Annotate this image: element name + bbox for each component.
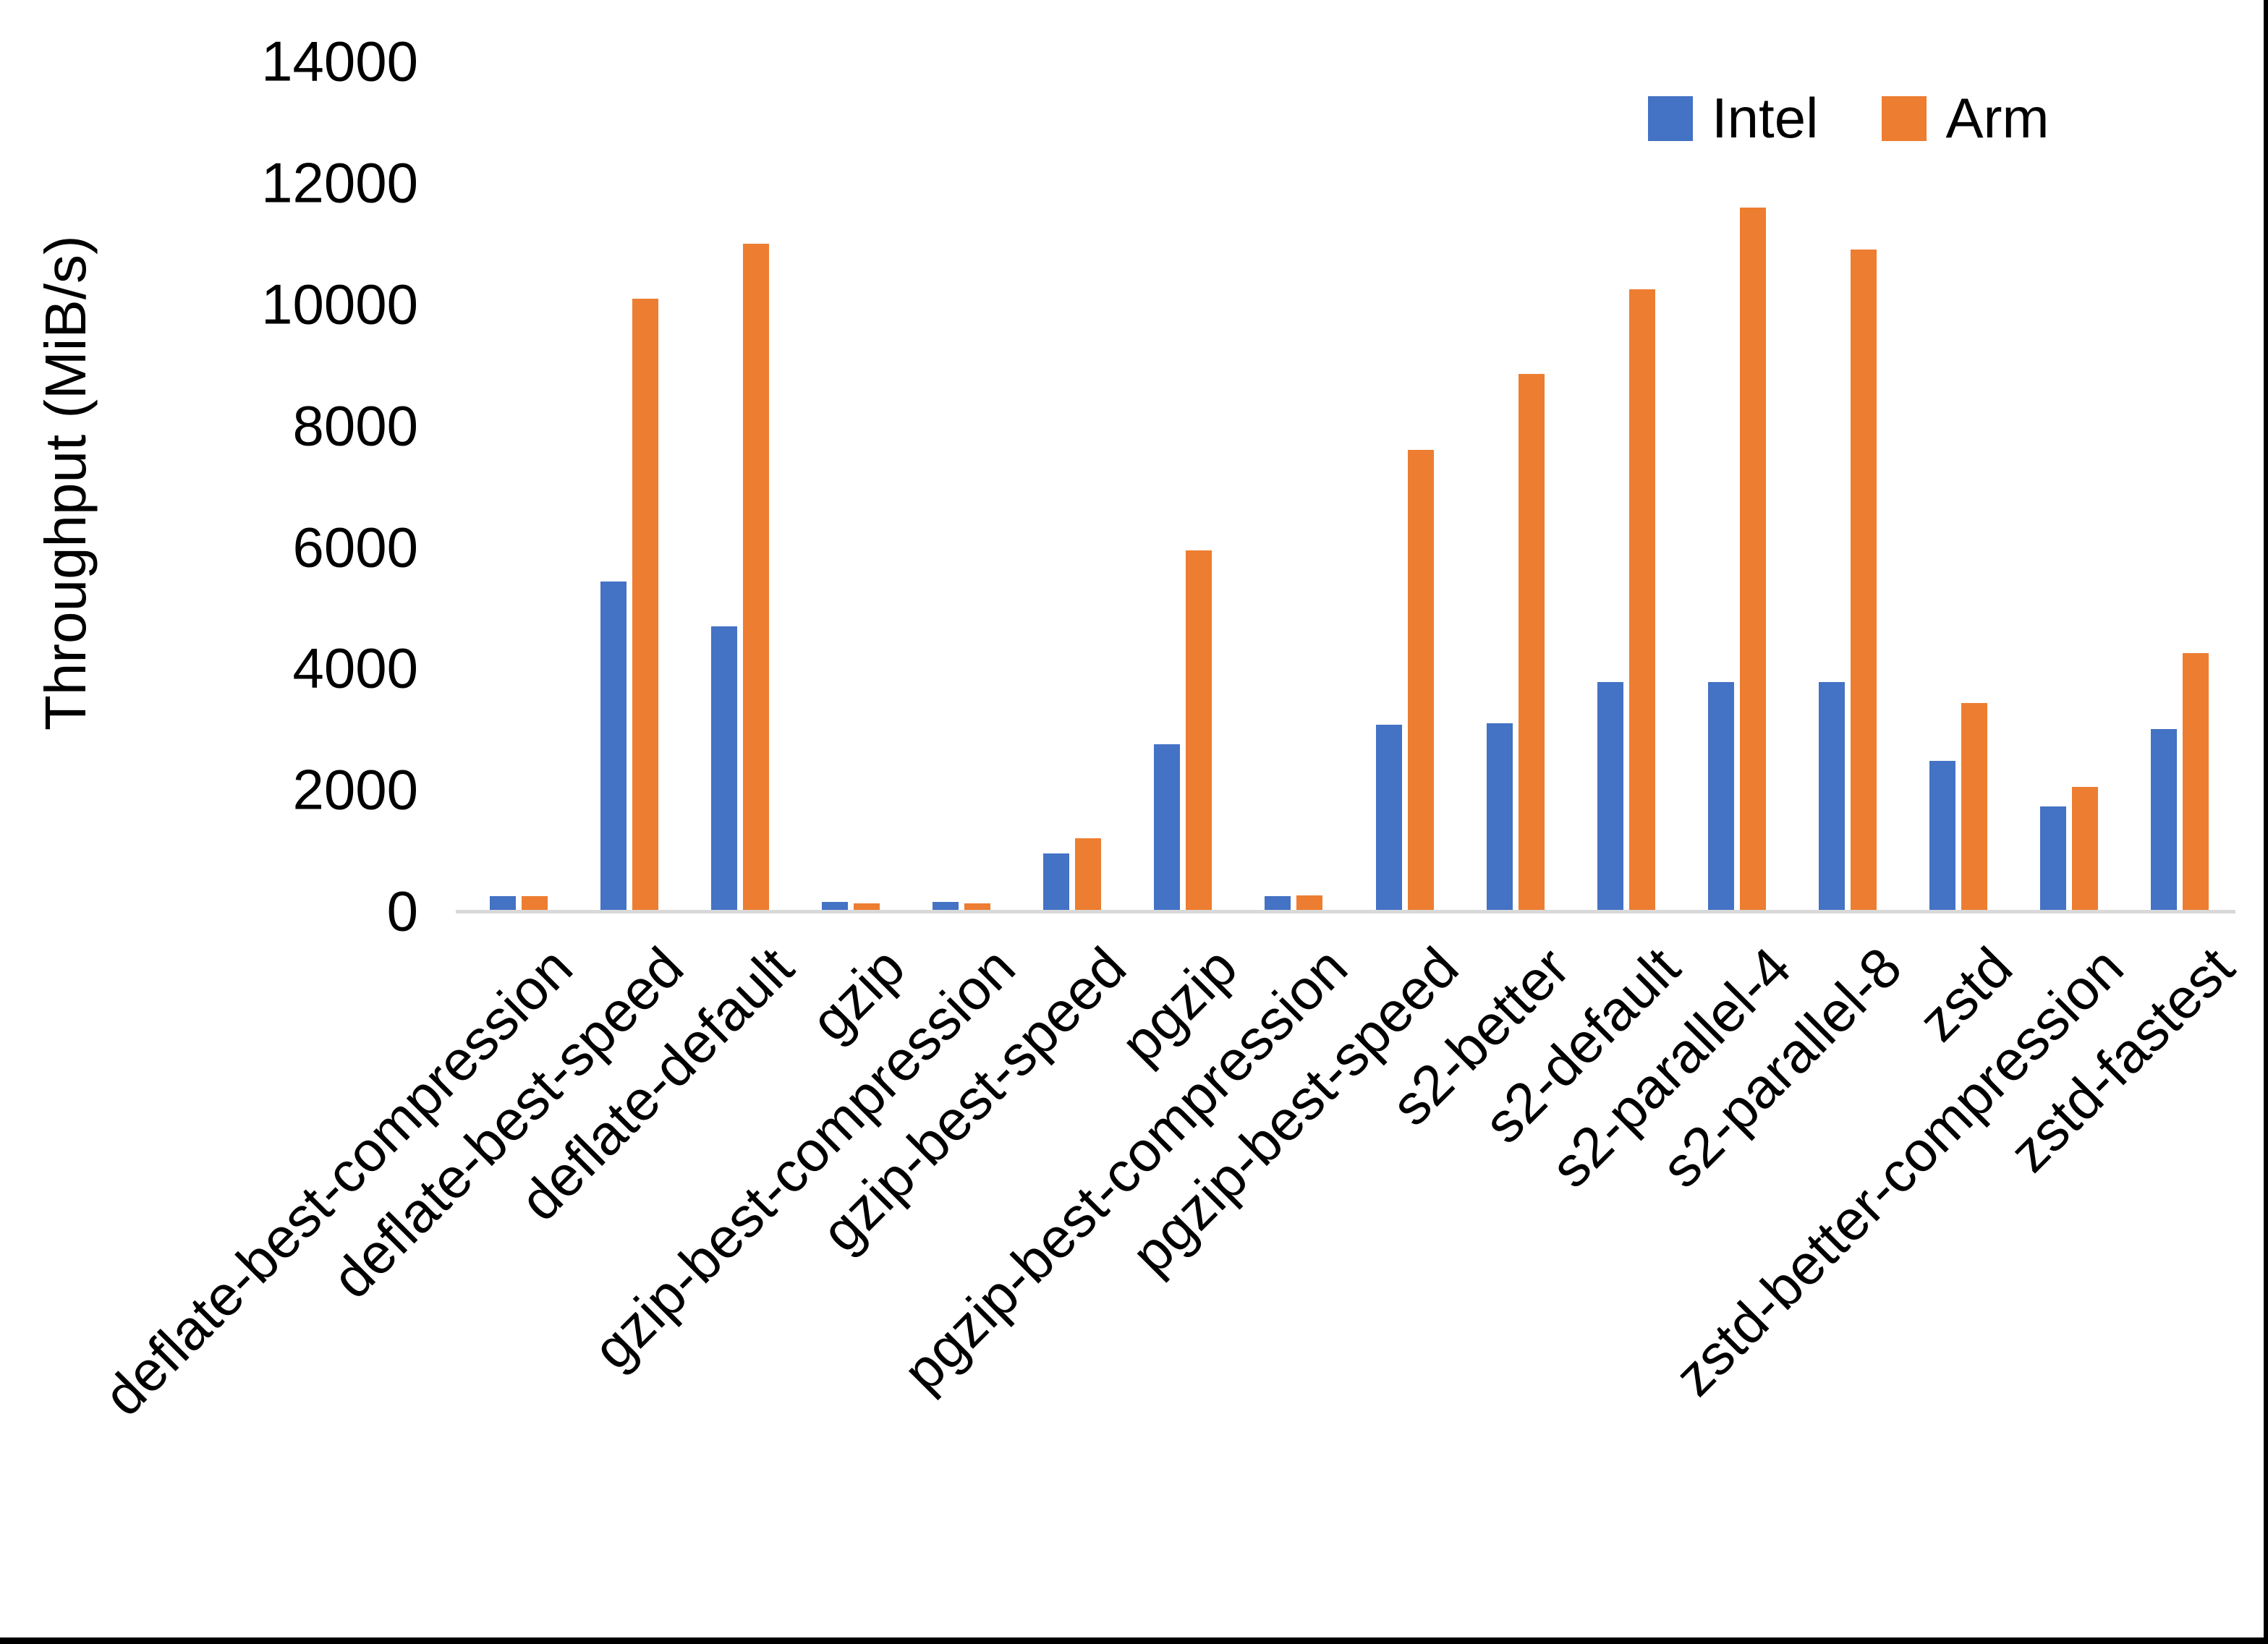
bar-intel-s2-parallel-4 xyxy=(1707,681,1734,911)
bar-intel-deflate-best-compression xyxy=(489,896,516,911)
bar-intel-gzip xyxy=(821,902,848,911)
legend-item-arm: Arm xyxy=(1882,85,2049,151)
bar-intel-pgzip xyxy=(1154,744,1181,911)
y-tick-label: 8000 xyxy=(292,393,418,458)
bar-arm-gzip-best-speed xyxy=(1075,838,1102,911)
bar-intel-zstd xyxy=(1929,760,1956,911)
bar-arm-deflate-best-speed xyxy=(632,298,658,911)
y-tick-label: 6000 xyxy=(292,515,418,579)
screenshot-bottom-border xyxy=(0,1637,2268,1644)
bar-intel-deflate-best-speed xyxy=(600,582,627,911)
bar-intel-s2-better xyxy=(1486,723,1513,911)
legend-label-intel: Intel xyxy=(1712,86,1819,150)
bar-intel-gzip-best-compression xyxy=(933,902,959,911)
y-tick-label: 10000 xyxy=(261,272,418,336)
bar-arm-zstd-fastest xyxy=(2183,653,2209,911)
bar-arm-s2-parallel-4 xyxy=(1739,207,1766,911)
legend-item-intel: Intel xyxy=(1648,85,1818,151)
bar-arm-deflate-default xyxy=(742,244,769,911)
bar-arm-zstd xyxy=(1961,703,1988,911)
bar-arm-pgzip-best-compression xyxy=(1296,895,1323,911)
y-tick-label: 12000 xyxy=(261,150,418,215)
bar-arm-gzip xyxy=(853,903,880,911)
bar-arm-deflate-best-compression xyxy=(521,896,548,911)
bar-intel-pgzip-best-speed xyxy=(1375,724,1402,911)
legend: Intel Arm xyxy=(1648,85,2049,151)
bar-intel-zstd-fastest xyxy=(2151,729,2178,911)
y-tick-label: 14000 xyxy=(261,29,418,93)
legend-label-arm: Arm xyxy=(1945,86,2050,150)
bar-arm-pgzip xyxy=(1186,550,1212,911)
bar-arm-s2-default xyxy=(1628,289,1655,911)
x-axis-line xyxy=(456,910,2235,913)
bar-intel-deflate-default xyxy=(710,626,737,911)
y-tick-label: 2000 xyxy=(292,757,418,822)
screenshot-right-border xyxy=(2264,0,2268,1644)
bar-arm-s2-parallel-8 xyxy=(1851,250,1877,911)
bar-intel-zstd-better-compression xyxy=(2040,806,2067,911)
bar-arm-pgzip-best-speed xyxy=(1407,450,1434,911)
x-tick-label: deflate-best-compression xyxy=(91,934,585,1428)
arm-series-swatch-icon xyxy=(1882,95,1927,141)
bar-arm-s2-better xyxy=(1518,374,1545,911)
y-tick-label: 0 xyxy=(386,879,418,943)
y-tick-label: 4000 xyxy=(292,636,418,700)
bar-intel-pgzip-best-compression xyxy=(1265,896,1291,911)
intel-series-swatch-icon xyxy=(1648,95,1693,141)
bar-intel-gzip-best-speed xyxy=(1043,853,1070,911)
bar-arm-zstd-better-compression xyxy=(2072,787,2099,911)
y-axis-title: Throughput (MiB/s) xyxy=(33,235,98,731)
bar-arm-gzip-best-compression xyxy=(964,903,991,911)
bar-intel-s2-parallel-8 xyxy=(1819,681,1846,911)
bar-intel-s2-default xyxy=(1597,681,1623,911)
